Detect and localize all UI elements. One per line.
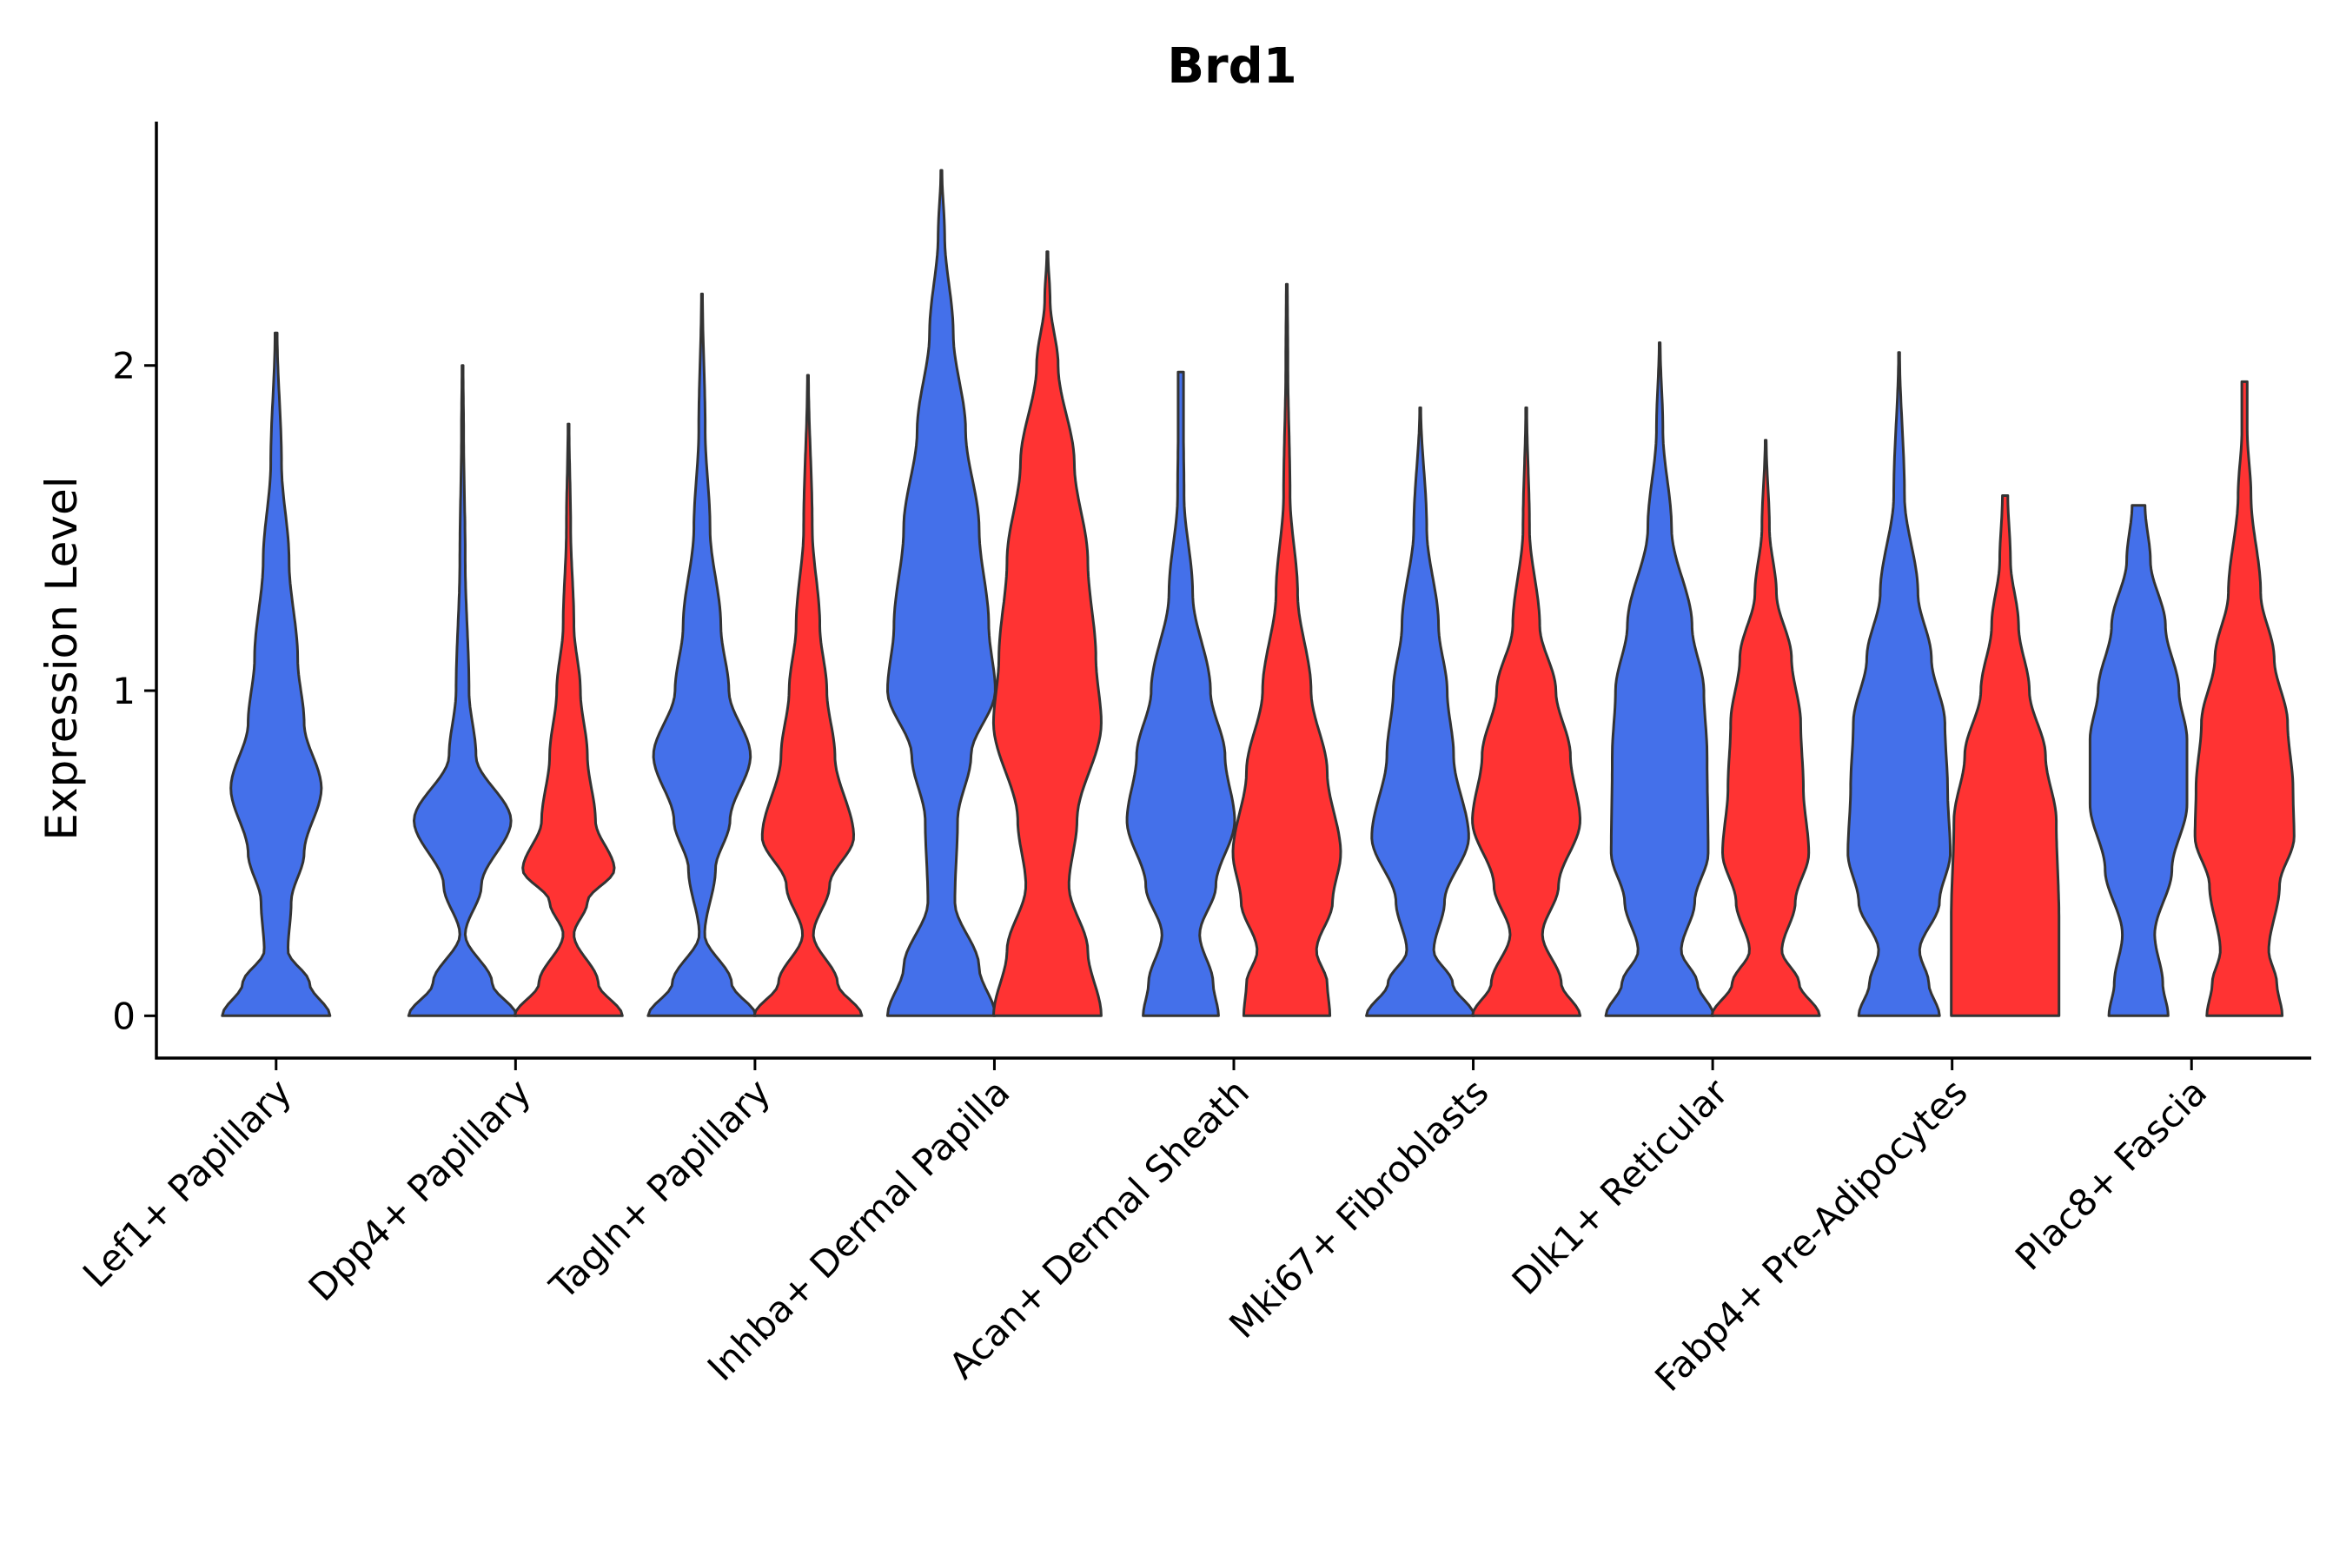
x-tick-label: Lef1+ Papillary bbox=[75, 1070, 300, 1295]
x-tick-label: Plac8+ Fascia bbox=[2007, 1070, 2215, 1278]
x-tick-label: Tagln+ Papillary bbox=[541, 1070, 779, 1307]
violin-fabp4-pre-adipocytes-1 bbox=[1846, 351, 1952, 1017]
x-tick-label: Mki67+ Fibroblasts bbox=[1221, 1070, 1496, 1346]
violin-fabp4-pre-adipocytes-2 bbox=[1950, 494, 2061, 1017]
violin-acan-dermal-sheath-2 bbox=[1231, 282, 1342, 1017]
violin-tagln-papillary-1 bbox=[646, 292, 758, 1017]
chart-title: Brd1 bbox=[1167, 38, 1296, 95]
x-tick-label: Dlk1+ Reticular bbox=[1504, 1070, 1737, 1303]
violin-mki67-fibroblasts-1 bbox=[1365, 406, 1476, 1017]
violin-lef1-papillary-1 bbox=[221, 331, 332, 1017]
y-tick-label: 1 bbox=[112, 670, 136, 712]
violin-acan-dermal-sheath-1 bbox=[1125, 370, 1236, 1017]
x-tick-label: Dpp4+ Papillary bbox=[301, 1070, 540, 1309]
violin-inhba-dermal-papilla-2 bbox=[991, 250, 1103, 1017]
violin-dlk1-reticular-1 bbox=[1604, 341, 1715, 1017]
violin-plac8-fascia-1 bbox=[2088, 504, 2189, 1017]
violin-tagln-papillary-2 bbox=[752, 374, 864, 1017]
y-tick-label: 2 bbox=[112, 345, 136, 387]
violin-dpp4-papillary-1 bbox=[407, 364, 518, 1017]
violin-dlk1-reticular-2 bbox=[1710, 439, 1821, 1017]
y-tick-label: 0 bbox=[112, 995, 136, 1037]
violin-mki67-fibroblasts-2 bbox=[1471, 406, 1582, 1017]
violins-layer bbox=[221, 169, 2296, 1017]
violin-dpp4-papillary-2 bbox=[513, 422, 624, 1017]
y-axis-label: Expression Level bbox=[36, 476, 87, 840]
violin-inhba-dermal-papilla-1 bbox=[885, 169, 997, 1017]
violin-plac8-fascia-2 bbox=[2193, 380, 2296, 1017]
